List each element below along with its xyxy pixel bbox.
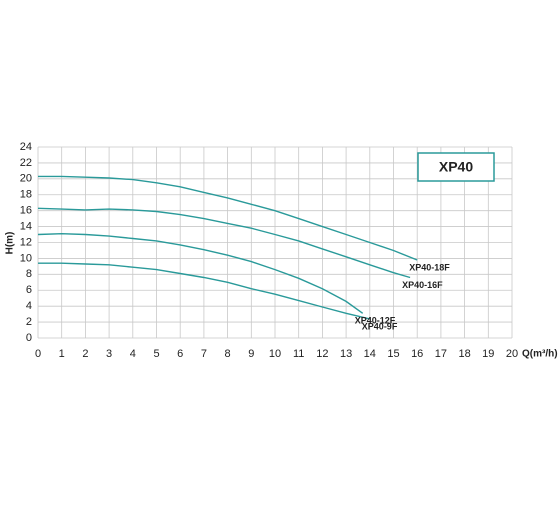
curve [37, 232, 364, 314]
y-tick-label: 0 [26, 332, 32, 344]
x-tick-label: 12 [316, 348, 328, 360]
legend-title: XP40 [439, 159, 473, 175]
x-tick-label: 9 [248, 348, 254, 360]
y-tick-label: 18 [20, 189, 32, 201]
x-tick-label: 2 [82, 348, 88, 360]
y-tick-label: 12 [20, 236, 32, 248]
y-axis-label: H(m) [5, 232, 16, 255]
x-tick-label: 17 [435, 348, 447, 360]
y-tick-label: 4 [26, 300, 32, 312]
x-tick-label: 4 [130, 348, 136, 360]
curve [37, 207, 411, 279]
x-tick-label: 14 [364, 348, 376, 360]
series-label: XP40-9F [362, 321, 398, 331]
y-tick-label: 22 [20, 157, 32, 169]
x-tick-label: 13 [340, 348, 352, 360]
x-tick-label: 5 [153, 348, 159, 360]
y-tick-label: 10 [20, 252, 32, 264]
curve [38, 175, 418, 261]
x-tick-label: 16 [411, 348, 423, 360]
y-tick-label: 8 [26, 268, 32, 280]
x-axis-label: Q(m³/h) [522, 349, 558, 360]
curve [38, 262, 370, 320]
x-tick-label: 7 [201, 348, 207, 360]
series-label: XP40-12F [355, 316, 396, 326]
y-tick-label: 6 [26, 284, 32, 296]
x-tick-label: 0 [35, 348, 41, 360]
series-label: XP40-18F [409, 262, 450, 272]
x-tick-label: 15 [387, 348, 399, 360]
x-tick-label: 3 [106, 348, 112, 360]
x-tick-label: 19 [482, 348, 494, 360]
y-tick-label: 16 [20, 205, 32, 217]
x-tick-label: 8 [225, 348, 231, 360]
y-tick-label: 14 [20, 220, 32, 232]
y-tick-label: 2 [26, 316, 32, 328]
x-tick-label: 10 [269, 348, 281, 360]
x-tick-label: 1 [59, 348, 65, 360]
x-tick-label: 11 [293, 348, 304, 360]
y-tick-label: 20 [20, 173, 32, 185]
x-tick-label: 20 [506, 348, 518, 360]
y-tick-label: 24 [20, 141, 32, 153]
x-tick-label: 6 [177, 348, 183, 360]
legend-box [417, 152, 495, 182]
series-label: XP40-16F [402, 280, 443, 290]
x-tick-label: 18 [458, 348, 470, 360]
